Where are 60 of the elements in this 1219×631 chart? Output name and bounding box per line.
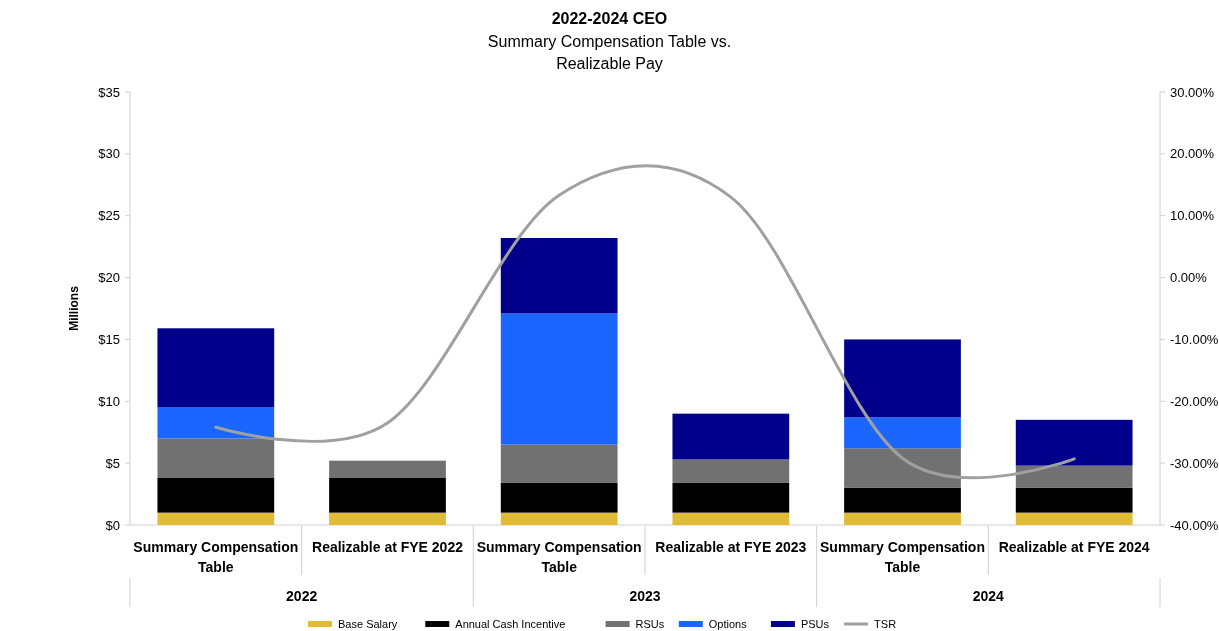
bar [500,482,618,513]
y-tick-label: $15 [98,331,120,347]
y-tick-label: $10 [98,393,120,409]
x-tick-label: Summary Compensation Table [820,539,985,575]
bar [500,313,618,445]
y2-tick-label: 10.00% [1170,208,1215,224]
bar [1015,487,1133,513]
y2-tick-label: 30.00% [1170,84,1215,100]
y-tick-label: $20 [98,270,120,286]
legend-label: Options [708,617,748,630]
y-tick-label: $5 [105,455,120,471]
bar [844,339,961,418]
bar [672,482,790,513]
bar [672,413,790,460]
bar [500,444,618,483]
bar [672,459,790,483]
bar [500,237,618,314]
x-tick-label: Realizable at FYE 2023 [655,539,807,555]
y-axis-title: Millions [67,285,81,331]
y2-tick-label: -10.00% [1170,331,1219,347]
chart-title: 2022-2024 CEO [551,10,668,27]
bar [157,407,275,439]
y-tick-label: $0 [105,517,120,533]
bar [1015,512,1133,525]
x-tick-label: Summary Compensation Table [133,539,299,575]
bar [1015,419,1133,466]
bar [329,477,446,513]
bar [157,328,275,408]
y-tick-label: $35 [98,84,120,100]
y2-tick-label: 20.00% [1170,146,1215,162]
chart-subtitle: Summary Compensation Table vs. Realizable Pay [487,33,732,72]
y2-tick-label: -20.00% [1170,393,1219,409]
bar [844,448,961,488]
x-tick-label: Realizable at FYE 2022 [312,539,464,555]
bar [157,477,275,513]
y2-tick-label: -30.00% [1170,455,1219,471]
bar [1015,465,1133,488]
x-tick-label: Realizable at FYE 2024 [998,539,1150,555]
text: 2022 [286,588,318,604]
bar [157,512,275,525]
bar [844,512,961,525]
y-tick-label: $25 [98,208,120,224]
x-tick-label: Summary Compensation Table [476,539,642,575]
legend-label: Base Salary [338,617,398,630]
legend-label: RSUs [635,617,665,630]
y2-tick-label: -40.00% [1170,517,1219,533]
bar [157,438,275,478]
y-tick-label: $30 [98,146,120,162]
legend-label: PSUs [800,617,830,630]
legend-label: Annual Cash Incentive [455,617,566,630]
bar [672,512,790,525]
bar [500,512,618,525]
text: 2024 [972,588,1005,604]
bar [844,487,961,513]
text: 2023 [629,588,661,604]
bar [329,460,446,478]
y2-tick-label: 0.00% [1170,270,1208,286]
bar [844,417,961,449]
bar [329,512,446,525]
legend-label: TSR [874,617,897,630]
